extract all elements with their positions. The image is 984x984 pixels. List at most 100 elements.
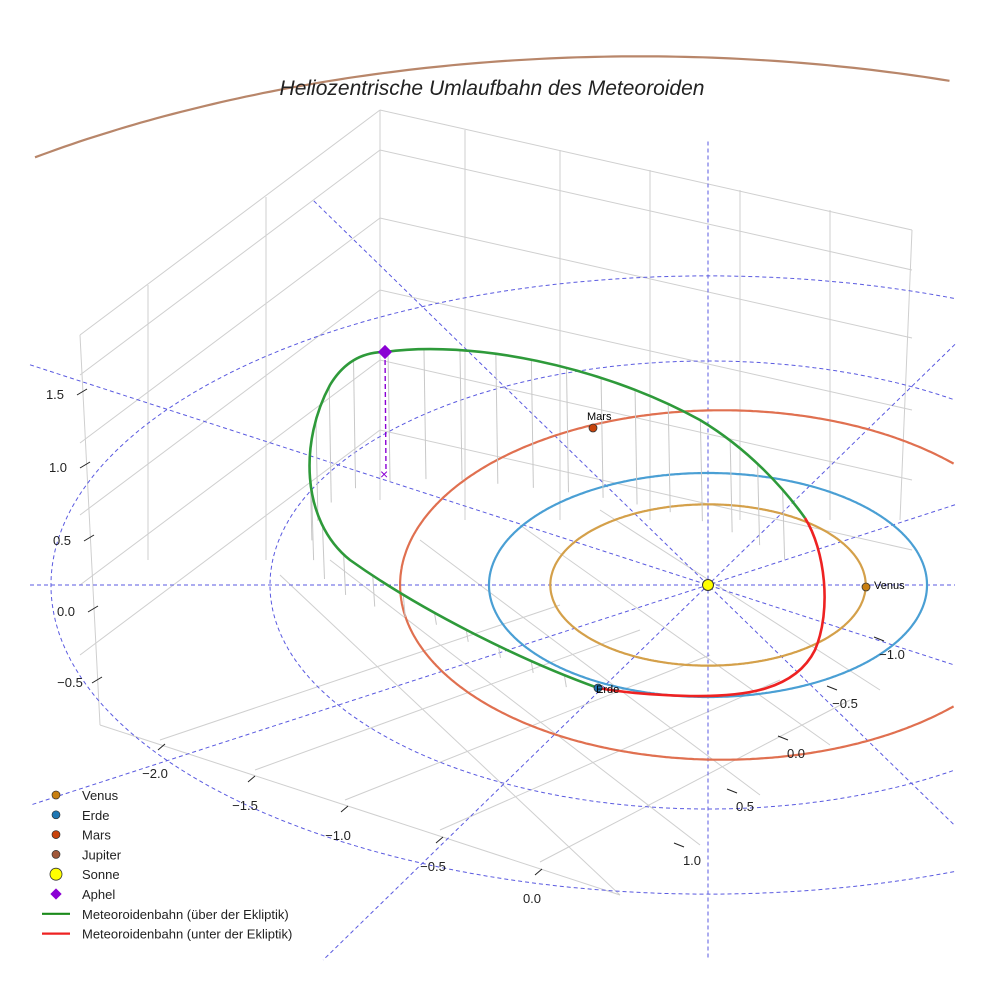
grid-line [379,149,913,271]
z-tick-mark [83,534,95,542]
drop-line [563,675,567,688]
drop-line [315,419,319,521]
radial-line [29,364,956,666]
grid-line [419,539,761,796]
legend-label: Mars [82,828,111,843]
y-tick-label: −1.0 [879,647,905,662]
drop-line [433,612,437,625]
drop-line [465,629,469,642]
meteoroid-orbit-below [597,517,826,698]
legend: Venus Erde Mars Jupiter Sonne Aphel Meteoroide… [42,788,292,942]
drop-line [343,554,347,595]
orbit-erde [487,471,929,699]
x-tick-mark [534,868,543,876]
axes-grid [79,109,913,896]
grid-line [379,359,913,481]
legend-marker-aphel [50,888,62,900]
aphelion-ground-marker: × [380,466,388,482]
mars-marker [588,423,598,433]
legend-marker-mars [51,830,61,839]
aphelion-drop-line [384,351,387,473]
x-tick-mark [435,836,444,844]
x-tick-mark [157,743,166,751]
legend-marker-jupiter [51,850,61,859]
drop-line [530,660,534,674]
axis-ticks: −2.0 −1.5 −1.0 −0.5 0.0 −1.0 −0.5 0.0 0.5 1.0 1.5 1… [46,387,905,906]
radial-line [322,343,956,961]
legend-label: Meteoroidenbahn (über der Ekliptik) [82,907,289,922]
z-tick-mark [91,676,103,684]
y-tick-mark [873,636,885,642]
drop-line [667,403,671,513]
earth-label: Erde [596,684,619,696]
sun-marker [702,579,714,591]
reference-circle [269,360,954,810]
grid-edge [99,724,621,896]
drop-line [600,377,604,498]
grid-line [344,654,711,801]
legend-marker-erde [51,810,61,820]
x-tick-label: −2.0 [142,766,168,781]
drop-line [565,367,569,493]
y-tick-mark [726,788,738,794]
z-tick-label: 1.0 [49,460,67,475]
x-tick-label: −0.5 [420,859,446,874]
grid-line [329,559,701,846]
mars-label: Mars [587,411,612,423]
y-tick-label: −0.5 [832,696,858,711]
drop-line [402,594,406,618]
grid-line [519,524,831,746]
legend-label: Aphel [82,887,115,902]
y-tick-mark [673,842,685,848]
drop-line [372,575,376,607]
radial-line [313,200,956,827]
grid-line [254,629,641,771]
drop-line [530,359,534,488]
grid-line [79,359,381,586]
legend-marker-sonne [49,867,63,881]
venus-label: Venus [874,580,905,592]
z-tick-mark [87,605,99,613]
grid-line [379,289,913,411]
grid-line [79,149,381,376]
grid-line [279,574,621,896]
x-tick-mark [340,805,349,813]
z-tick-mark [79,461,91,469]
drop-line [497,645,501,658]
legend-label: Jupiter [82,847,122,862]
planet-orbits [34,55,955,761]
z-tick-label: 0.0 [57,604,75,619]
drop-line [782,489,786,560]
grid-line [539,699,851,863]
grid-edge [79,109,381,336]
drop-line [311,491,315,561]
radial-line [29,504,956,806]
drop-line [729,440,733,533]
y-tick-label: 0.0 [787,746,805,761]
y-tick-mark [826,685,838,691]
orbit-venus [549,503,867,667]
drop-line [495,353,499,484]
legend-label: Erde [82,808,109,823]
grid-line [439,679,781,831]
y-tick-label: 1.0 [683,853,701,868]
drop-line [321,525,325,580]
orbit-mars [399,409,955,761]
grid-line [159,604,561,741]
legend-label: Venus [82,788,119,803]
x-tick-label: 0.0 [523,891,541,906]
grid-edge [379,109,913,231]
z-tick-label: 1.5 [46,387,64,402]
grid-line [79,289,381,516]
legend-label: Sonne [82,867,120,882]
z-tick-label: 0.5 [53,533,71,548]
grid-line [379,429,913,551]
drop-line [699,420,703,522]
grid-edge [899,229,913,521]
legend-marker-venus [51,790,61,800]
x-tick-label: −1.0 [325,828,351,843]
x-tick-label: −1.5 [232,798,258,813]
drop-line [387,351,391,482]
orbit-jupiter [34,55,950,159]
drop-line [353,360,357,489]
